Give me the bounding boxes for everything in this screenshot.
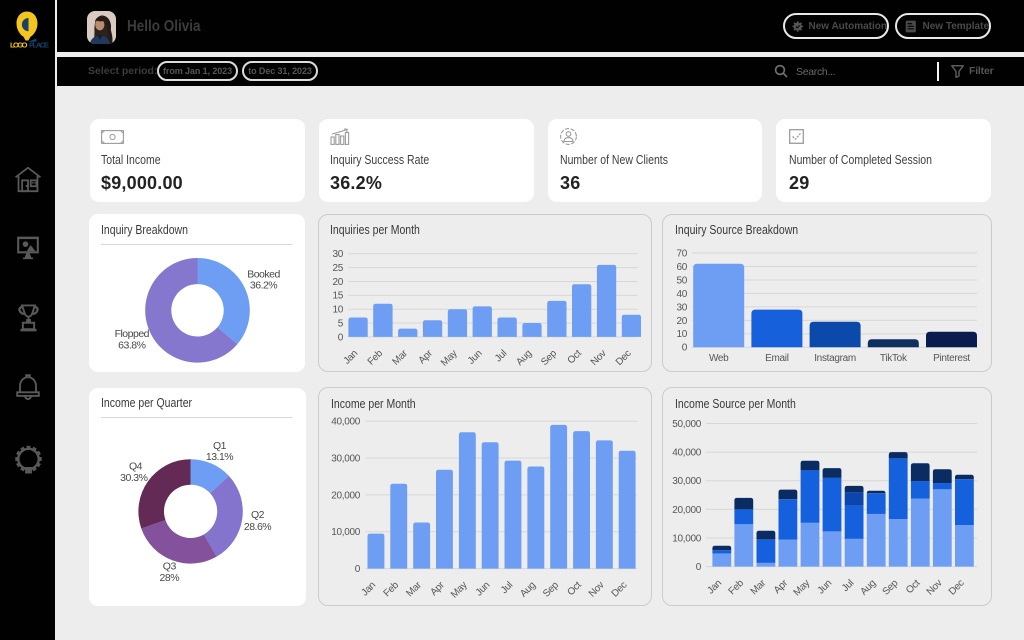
svg-text:30.3%: 30.3%	[120, 472, 147, 484]
svg-text:PLACE: PLACE	[29, 41, 49, 50]
svg-text:36.2%: 36.2%	[250, 280, 277, 292]
svg-text:Pinterest: Pinterest	[933, 353, 970, 364]
svg-text:Dec: Dec	[614, 348, 634, 368]
svg-text:Jul: Jul	[493, 348, 509, 364]
svg-text:Q4: Q4	[129, 460, 143, 472]
svg-text:Web: Web	[709, 353, 729, 364]
svg-text:Flopped: Flopped	[115, 328, 150, 340]
svg-text:Feb: Feb	[727, 577, 747, 597]
svg-text:Booked: Booked	[247, 268, 280, 280]
svg-text:20,000: 20,000	[331, 490, 361, 501]
svg-text:25: 25	[332, 263, 343, 274]
svg-text:20: 20	[332, 277, 343, 288]
svg-text:TikTok: TikTok	[880, 353, 908, 364]
svg-text:Sep: Sep	[539, 348, 559, 368]
svg-text:0: 0	[355, 564, 361, 575]
svg-text:May: May	[449, 580, 470, 601]
svg-text:Jan: Jan	[359, 580, 378, 599]
svg-text:28.6%: 28.6%	[244, 521, 271, 533]
svg-text:Jul: Jul	[499, 580, 515, 596]
svg-text:Aug: Aug	[514, 348, 534, 368]
svg-text:May: May	[792, 578, 813, 599]
svg-text:15: 15	[332, 291, 343, 302]
svg-text:30,000: 30,000	[331, 453, 361, 464]
svg-text:50,000: 50,000	[672, 419, 702, 430]
svg-text:10: 10	[332, 305, 343, 316]
svg-text:Oct: Oct	[566, 348, 585, 367]
svg-text:Feb: Feb	[366, 348, 386, 368]
svg-text:Feb: Feb	[382, 579, 402, 599]
svg-text:May: May	[439, 348, 460, 369]
svg-text:40,000: 40,000	[672, 448, 702, 459]
svg-text:Jan: Jan	[705, 578, 724, 597]
svg-text:10,000: 10,000	[672, 533, 702, 544]
svg-text:30,000: 30,000	[672, 476, 702, 487]
svg-text:70: 70	[676, 248, 687, 259]
svg-text:63.8%: 63.8%	[118, 340, 145, 352]
svg-text:Jun: Jun	[466, 348, 485, 367]
svg-text:Aug: Aug	[858, 578, 878, 598]
svg-text:Q3: Q3	[163, 561, 177, 573]
svg-text:Jun: Jun	[474, 580, 493, 599]
svg-text:Sep: Sep	[881, 577, 901, 597]
svg-text:0: 0	[682, 343, 688, 354]
svg-text:0: 0	[338, 332, 344, 343]
svg-text:20,000: 20,000	[672, 505, 702, 516]
svg-text:Mar: Mar	[390, 348, 410, 368]
svg-text:Apr: Apr	[417, 348, 436, 367]
svg-text:Aug: Aug	[518, 580, 538, 600]
svg-text:Mar: Mar	[404, 579, 424, 599]
svg-text:Dec: Dec	[610, 580, 630, 600]
svg-text:28%: 28%	[160, 572, 180, 584]
svg-text:Email: Email	[765, 353, 789, 364]
svg-text:30: 30	[332, 249, 343, 260]
svg-text:40,000: 40,000	[331, 417, 361, 428]
svg-text:Dec: Dec	[947, 578, 967, 598]
svg-text:Q1: Q1	[213, 440, 227, 452]
svg-text:0: 0	[696, 562, 702, 573]
svg-text:Jan: Jan	[342, 348, 361, 367]
svg-text:Sep: Sep	[541, 579, 561, 599]
svg-text:Instagram: Instagram	[814, 353, 856, 364]
svg-text:Oct: Oct	[565, 580, 584, 599]
svg-text:Mar: Mar	[749, 577, 769, 597]
svg-text:Jun: Jun	[816, 578, 835, 597]
svg-text:10: 10	[676, 329, 687, 340]
svg-text:Nov: Nov	[587, 580, 607, 600]
svg-text:50: 50	[676, 275, 687, 286]
svg-text:Jul: Jul	[840, 578, 856, 594]
svg-text:Nov: Nov	[589, 348, 609, 368]
svg-text:LOGO: LOGO	[10, 41, 28, 50]
svg-text:Q2: Q2	[251, 509, 265, 521]
svg-text:Apr: Apr	[428, 579, 447, 598]
svg-text:10,000: 10,000	[331, 527, 361, 538]
svg-text:13.1%: 13.1%	[206, 451, 233, 463]
svg-text:40: 40	[676, 289, 687, 300]
svg-text:Oct: Oct	[904, 578, 923, 597]
svg-text:30: 30	[676, 302, 687, 313]
svg-text:20: 20	[676, 316, 687, 327]
svg-text:Apr: Apr	[772, 577, 791, 596]
svg-text:Nov: Nov	[925, 578, 945, 598]
svg-text:5: 5	[338, 318, 344, 329]
svg-text:60: 60	[676, 262, 687, 273]
